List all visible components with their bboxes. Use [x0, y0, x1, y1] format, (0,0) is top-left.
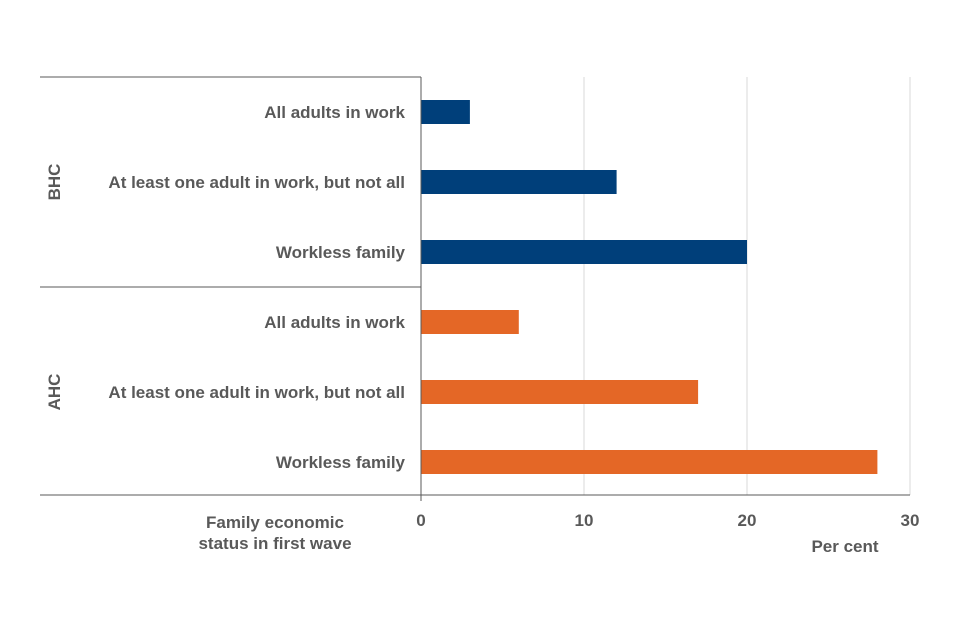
- bar-bhc-3: [421, 240, 747, 264]
- group-label-bhc: BHC: [45, 164, 64, 201]
- x-tick-label: 0: [416, 511, 425, 530]
- x-axis-title: Per cent: [811, 537, 878, 556]
- bar-bhc-1: [421, 100, 470, 124]
- gridlines: [583, 77, 911, 495]
- bar-bhc-2: [421, 170, 617, 194]
- x-tick-label: 30: [901, 511, 920, 530]
- category-label: Workless family: [276, 243, 406, 262]
- bar-ahc-3: [421, 450, 878, 474]
- bar-ahc-1: [421, 310, 519, 334]
- bar-ahc-2: [421, 380, 699, 404]
- category-label: At least one adult in work, but not all: [108, 383, 405, 402]
- category-label: At least one adult in work, but not all: [108, 173, 405, 192]
- x-tick-label: 20: [738, 511, 757, 530]
- x-tick-label: 10: [575, 511, 594, 530]
- y-axis-title-line-2: status in first wave: [198, 534, 351, 553]
- bars: [421, 100, 878, 474]
- category-label: All adults in work: [264, 103, 405, 122]
- group-label-ahc: AHC: [45, 374, 64, 411]
- y-axis-title-line-1: Family economic: [206, 513, 344, 532]
- axes: 0 10 20 30 BHC All adults in work At least one…: [40, 76, 920, 530]
- category-label: Workless family: [276, 453, 406, 472]
- category-label: All adults in work: [264, 313, 405, 332]
